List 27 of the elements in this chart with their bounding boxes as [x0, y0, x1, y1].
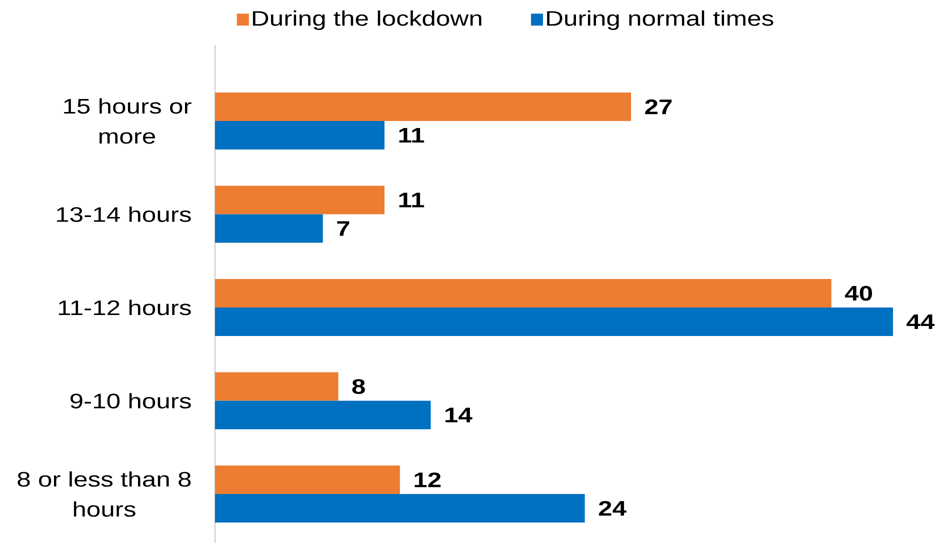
bar	[215, 372, 338, 401]
bar	[215, 308, 894, 336]
y-tick-label: 8 or less than 8 hours	[18, 471, 191, 517]
data-label: 14	[446, 408, 472, 422]
data-label: 7	[337, 221, 350, 236]
bar	[215, 466, 400, 494]
bar	[215, 92, 632, 121]
data-label: 27	[645, 99, 672, 114]
y-tick-label: 15 hours or more	[64, 98, 192, 144]
bar	[215, 400, 431, 430]
bar	[215, 494, 585, 523]
y-tick-label: 9-10 hours	[70, 393, 191, 408]
data-label: 12	[414, 472, 441, 488]
data-label: 24	[598, 500, 626, 516]
legend-label: During normal times	[547, 10, 774, 30]
bar	[215, 279, 832, 308]
bar	[215, 214, 323, 243]
legend-label: During the lockdown	[252, 10, 482, 30]
data-label: 11	[399, 192, 424, 208]
y-tick-label: 11-12 hours	[58, 300, 191, 316]
data-label: 44	[906, 314, 935, 329]
data-label: 8	[352, 379, 365, 394]
data-label: 40	[844, 286, 872, 301]
y-tick-label: 13-14 hours	[57, 206, 191, 222]
bar	[215, 121, 384, 150]
data-label: 11	[399, 128, 424, 142]
bar	[215, 186, 384, 214]
